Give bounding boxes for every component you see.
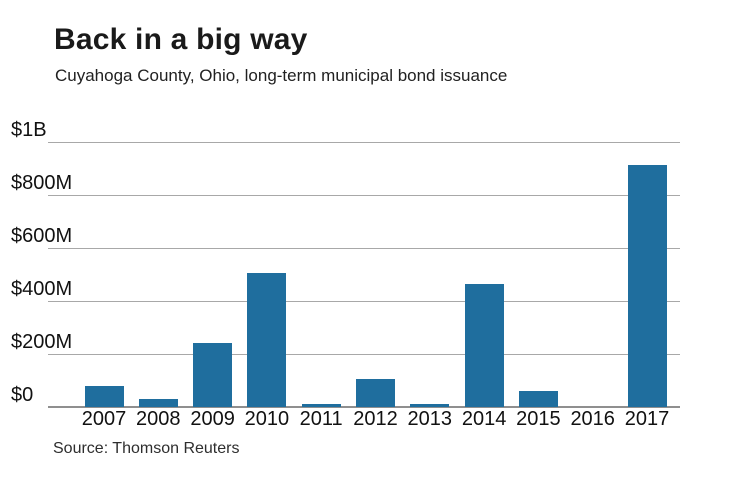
bar-2010	[247, 273, 287, 407]
chart-title: Back in a big way	[54, 23, 308, 56]
bar-2014	[464, 283, 504, 407]
bar-2009	[193, 343, 233, 407]
gridline	[48, 248, 680, 249]
x-axis-label-2011: 2011	[299, 408, 343, 430]
bar-2008	[138, 399, 178, 407]
gridline	[48, 142, 680, 143]
gridline	[48, 354, 680, 355]
x-axis-label-2016: 2016	[570, 408, 615, 430]
y-axis-label: $0	[11, 384, 34, 406]
y-axis-label: $800M	[11, 172, 73, 194]
x-axis-label-2014: 2014	[461, 408, 507, 430]
bar-2012	[356, 379, 395, 407]
bar-2013	[410, 404, 450, 407]
bar-2015	[518, 391, 558, 407]
bar-2007	[84, 385, 124, 407]
x-axis-label-2012: 2012	[353, 408, 398, 430]
bar-2011	[301, 404, 341, 407]
x-axis-label-2009: 2009	[190, 408, 235, 430]
source-note: Source: Thomson Reuters	[53, 440, 240, 457]
y-axis-label: $200M	[11, 331, 73, 353]
y-axis-label: $400M	[11, 278, 73, 300]
gridline	[48, 301, 680, 302]
x-axis-line	[48, 406, 680, 408]
x-axis-label-2010: 2010	[244, 408, 290, 430]
x-axis-label-2013: 2013	[407, 408, 453, 430]
x-axis-label-2015: 2015	[516, 408, 561, 430]
y-axis-label: $1B	[11, 119, 47, 141]
x-axis-label-2017: 2017	[624, 408, 670, 430]
chart-subtitle: Cuyahoga County, Ohio, long-term municip…	[55, 66, 508, 85]
y-axis-label: $600M	[11, 225, 73, 247]
x-axis-label-2007: 2007	[81, 408, 127, 430]
x-axis-label-2008: 2008	[136, 408, 181, 430]
gridline	[48, 195, 680, 196]
bar-2017	[627, 164, 667, 407]
